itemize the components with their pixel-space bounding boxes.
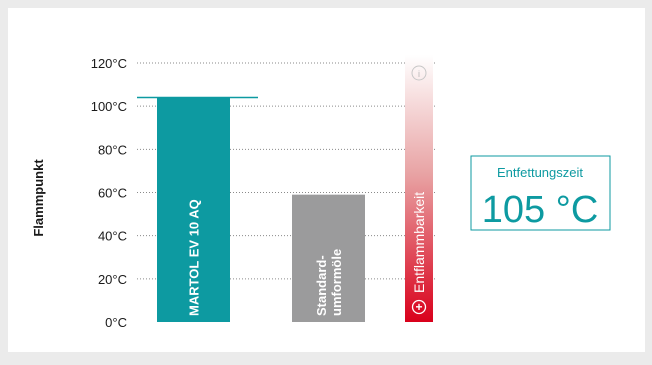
y-tick-labels: 0°C 20°C 40°C 60°C 80°C 100°C 120°C <box>91 56 127 330</box>
grid-lines <box>137 62 436 280</box>
callout-box <box>470 155 611 231</box>
callout-title: Entfettungszeit <box>497 165 583 180</box>
bar <box>157 97 230 323</box>
bar <box>292 194 365 322</box>
bar-category-label: umformöle <box>329 249 344 316</box>
flammability-gradient <box>405 55 433 322</box>
y-tick-label: 100°C <box>91 99 127 114</box>
y-tick-label: 80°C <box>98 142 127 157</box>
bar-category-label: MARTOL EV 10 AQ <box>187 199 202 316</box>
degreasing-callout: Entfettungszeit 105 °C <box>470 155 611 231</box>
flammability-label: Entflammbarkeit <box>411 192 427 293</box>
callout-value: 105 °C <box>482 189 599 231</box>
bar-category-label: Standard- <box>314 255 329 316</box>
plus-icon <box>411 299 427 315</box>
y-tick-label: 120°C <box>91 56 127 71</box>
flammability-bar: i + Entflammbarkeit <box>405 55 433 322</box>
info-icon <box>411 65 427 81</box>
info-icon-glyph: i <box>418 69 420 79</box>
y-tick-label: 60°C <box>98 186 127 201</box>
y-tick-label: 40°C <box>98 229 127 244</box>
bars: MARTOL EV 10 AQ Standard-umformöle <box>137 96 365 323</box>
y-tick-label: 0°C <box>105 315 127 330</box>
plus-icon-glyph: + <box>415 300 422 314</box>
y-axis-title: Flammpunkt <box>31 159 46 237</box>
y-tick-label: 20°C <box>98 272 127 287</box>
